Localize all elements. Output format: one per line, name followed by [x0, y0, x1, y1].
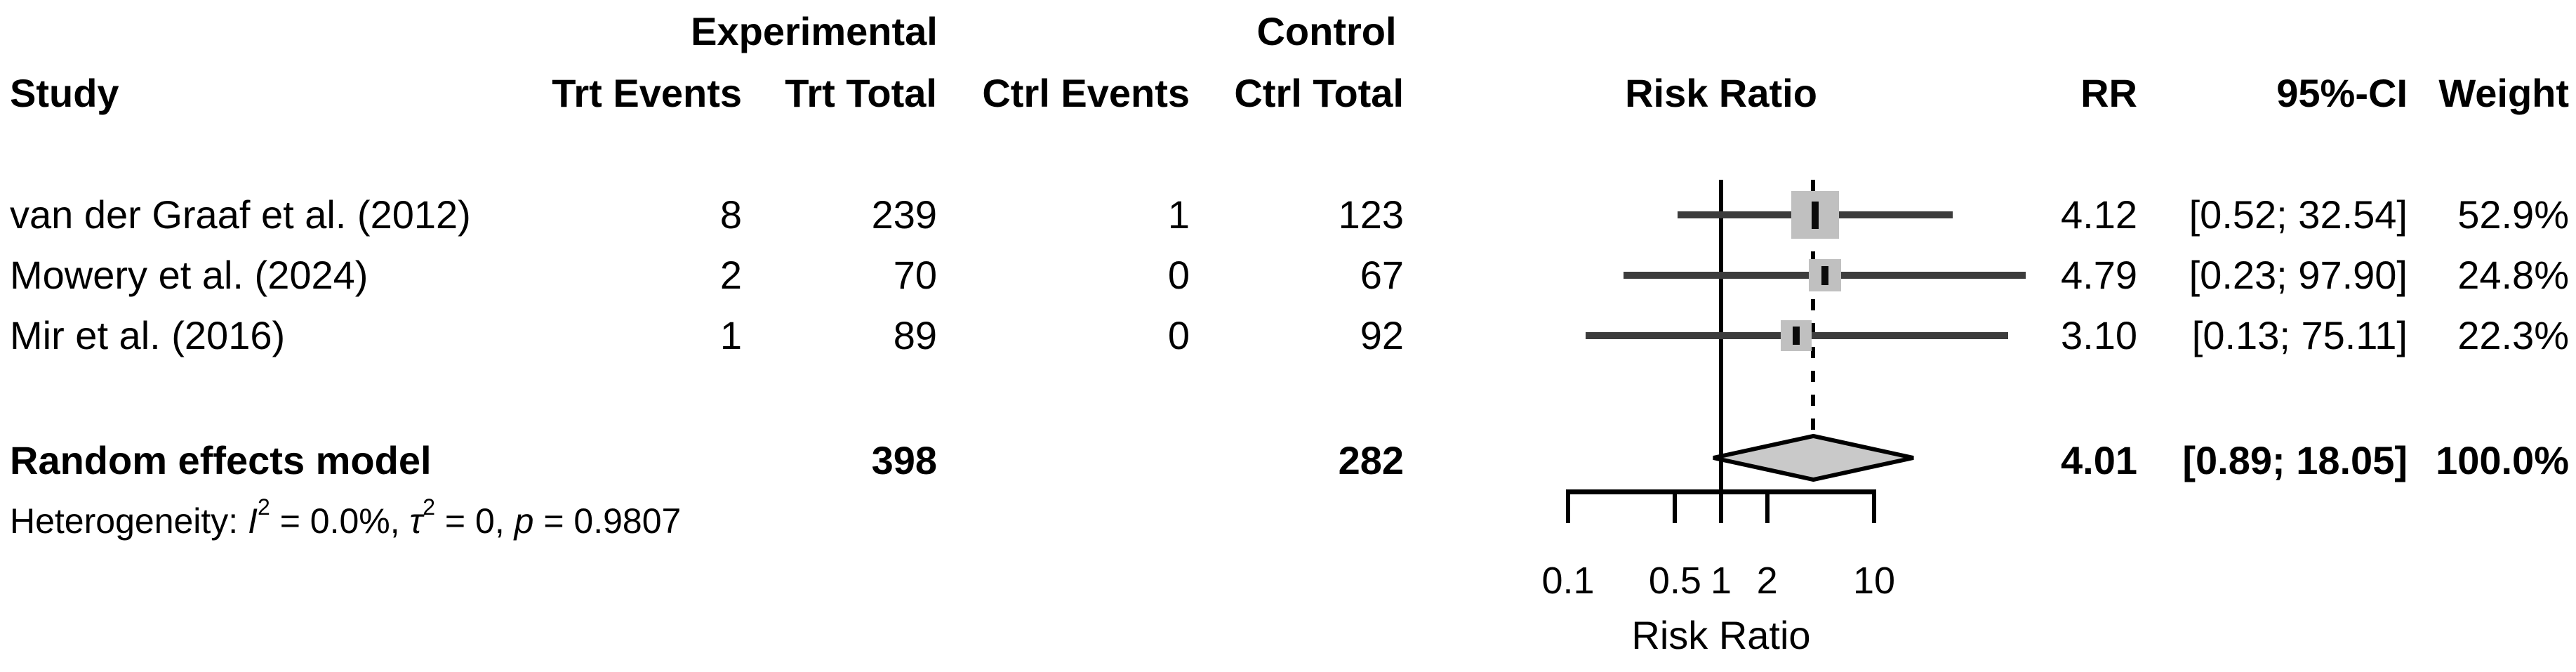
point-estimate-marker [1821, 265, 1829, 285]
summary-weight: 100.0% [2436, 438, 2569, 482]
axis-tick [1719, 489, 1723, 523]
col-header-trt-events: Trt Events [552, 71, 742, 115]
i-squared-symbol: I [248, 501, 258, 541]
axis-tick-label: 10 [1852, 560, 1896, 602]
axis-tick-label: 0.1 [1541, 560, 1595, 602]
tau-squared-value: = 0, [435, 501, 514, 541]
study-name: Mowery et al. (2024) [10, 253, 369, 297]
study-ctrl-events: 0 [1167, 253, 1190, 297]
axis-tick [1765, 489, 1770, 523]
axis-tick-label: 0.5 [1648, 560, 1701, 602]
study-weight: 22.3% [2457, 313, 2569, 357]
heterogeneity-stats: Heterogeneity: I2 = 0.0%, τ2 = 0, p = 0.… [10, 496, 681, 546]
col-header-ctrl-events: Ctrl Events [982, 71, 1190, 115]
summary-ci: [0.89; 18.05] [2182, 438, 2408, 482]
study-ctrl-events: 0 [1167, 313, 1190, 357]
col-header-risk-ratio: Risk Ratio [1625, 71, 1817, 115]
tau-squared-exponent: 2 [423, 494, 436, 520]
study-rr: 4.12 [2061, 192, 2137, 237]
summary-model-label: Random effects model [10, 438, 432, 482]
study-ctrl-events: 1 [1167, 192, 1190, 237]
study-ctrl-total: 123 [1338, 192, 1404, 237]
study-weight: 24.8% [2457, 253, 2569, 297]
axis-tick-label: 2 [1756, 560, 1778, 602]
group-header-experimental: Experimental [691, 9, 938, 53]
col-header-ctrl-total: Ctrl Total [1234, 71, 1404, 115]
study-ctrl-total: 67 [1360, 253, 1404, 297]
p-value: = 0.9807 [533, 501, 682, 541]
study-ci: [0.23; 97.90] [2189, 253, 2408, 297]
study-rr: 3.10 [2061, 313, 2137, 357]
study-trt-total: 239 [871, 192, 937, 237]
axis-tick [1872, 489, 1876, 523]
x-axis-title: Risk Ratio [1631, 613, 1811, 657]
pooled-diamond [1713, 433, 1914, 482]
study-trt-events: 1 [719, 313, 742, 357]
col-header-trt-total: Trt Total [785, 71, 937, 115]
p-symbol: p [514, 501, 534, 541]
study-trt-events: 8 [719, 192, 742, 237]
study-ci: [0.13; 75.11] [2191, 313, 2408, 357]
summary-ctrl-total: 282 [1338, 438, 1404, 482]
pooled-estimate-dashed-line [1811, 180, 1816, 436]
col-header-rr: RR [2080, 71, 2137, 115]
axis-tick-label: 1 [1710, 560, 1732, 602]
group-header-control: Control [1256, 9, 1397, 53]
axis-tick [1566, 489, 1570, 523]
col-header-ci: 95%-CI [2276, 71, 2408, 115]
study-name: van der Graaf et al. (2012) [10, 192, 471, 237]
study-ctrl-total: 92 [1360, 313, 1404, 357]
study-trt-total: 89 [893, 313, 937, 357]
point-estimate-marker [1812, 201, 1819, 229]
i-squared-value: = 0.0%, [270, 501, 410, 541]
axis-tick [1673, 489, 1678, 523]
point-estimate-marker [1793, 327, 1800, 345]
study-name: Mir et al. (2016) [10, 313, 286, 357]
col-header-weight: Weight [2438, 71, 2569, 115]
summary-rr: 4.01 [2061, 438, 2137, 482]
study-rr: 4.79 [2061, 253, 2137, 297]
summary-trt-total: 398 [871, 438, 937, 482]
study-trt-events: 2 [719, 253, 742, 297]
study-trt-total: 70 [893, 253, 937, 297]
heterogeneity-label: Heterogeneity: [10, 501, 248, 541]
study-weight: 52.9% [2457, 192, 2569, 237]
tau-squared-symbol: τ [409, 501, 423, 541]
null-effect-line [1719, 180, 1723, 523]
col-header-study: Study [10, 71, 119, 115]
study-ci: [0.52; 32.54] [2189, 192, 2408, 237]
pooled-diamond-shape [1713, 433, 1914, 482]
i-squared-exponent: 2 [258, 494, 270, 520]
